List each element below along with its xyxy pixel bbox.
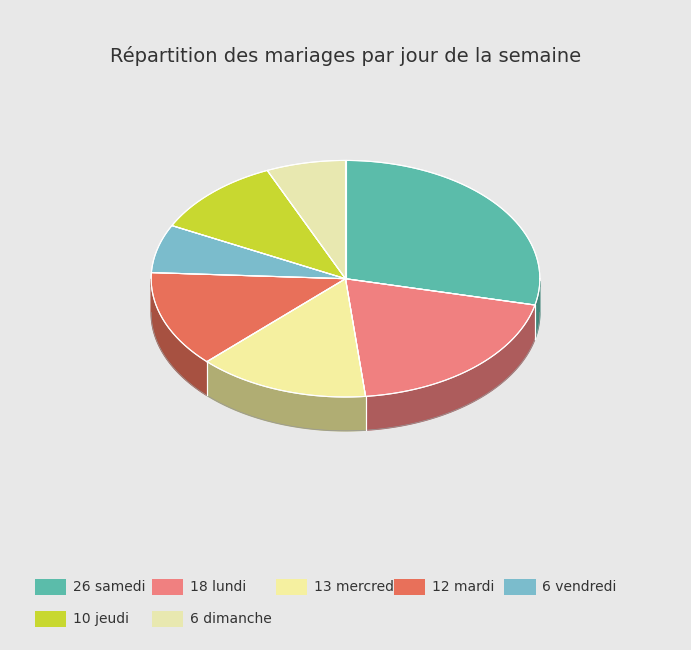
Text: Répartition des mariages par jour de la semaine: Répartition des mariages par jour de la … [110,46,581,66]
Text: 6 vendredi: 6 vendredi [542,580,617,594]
Text: 10 jeudi: 10 jeudi [73,612,129,627]
Text: 13 mercredi: 13 mercredi [314,580,398,594]
Polygon shape [366,305,535,430]
Polygon shape [207,279,366,397]
Polygon shape [346,279,535,396]
Text: 18 lundi: 18 lundi [190,580,246,594]
Text: 26 samedi: 26 samedi [73,580,145,594]
Polygon shape [151,279,207,395]
Polygon shape [207,361,366,431]
Polygon shape [151,272,346,361]
Polygon shape [151,226,346,279]
Polygon shape [267,161,346,279]
Text: 6 dimanche: 6 dimanche [190,612,272,627]
Polygon shape [535,281,540,339]
Polygon shape [346,161,540,305]
Text: 12 mardi: 12 mardi [432,580,494,594]
Polygon shape [172,170,346,279]
